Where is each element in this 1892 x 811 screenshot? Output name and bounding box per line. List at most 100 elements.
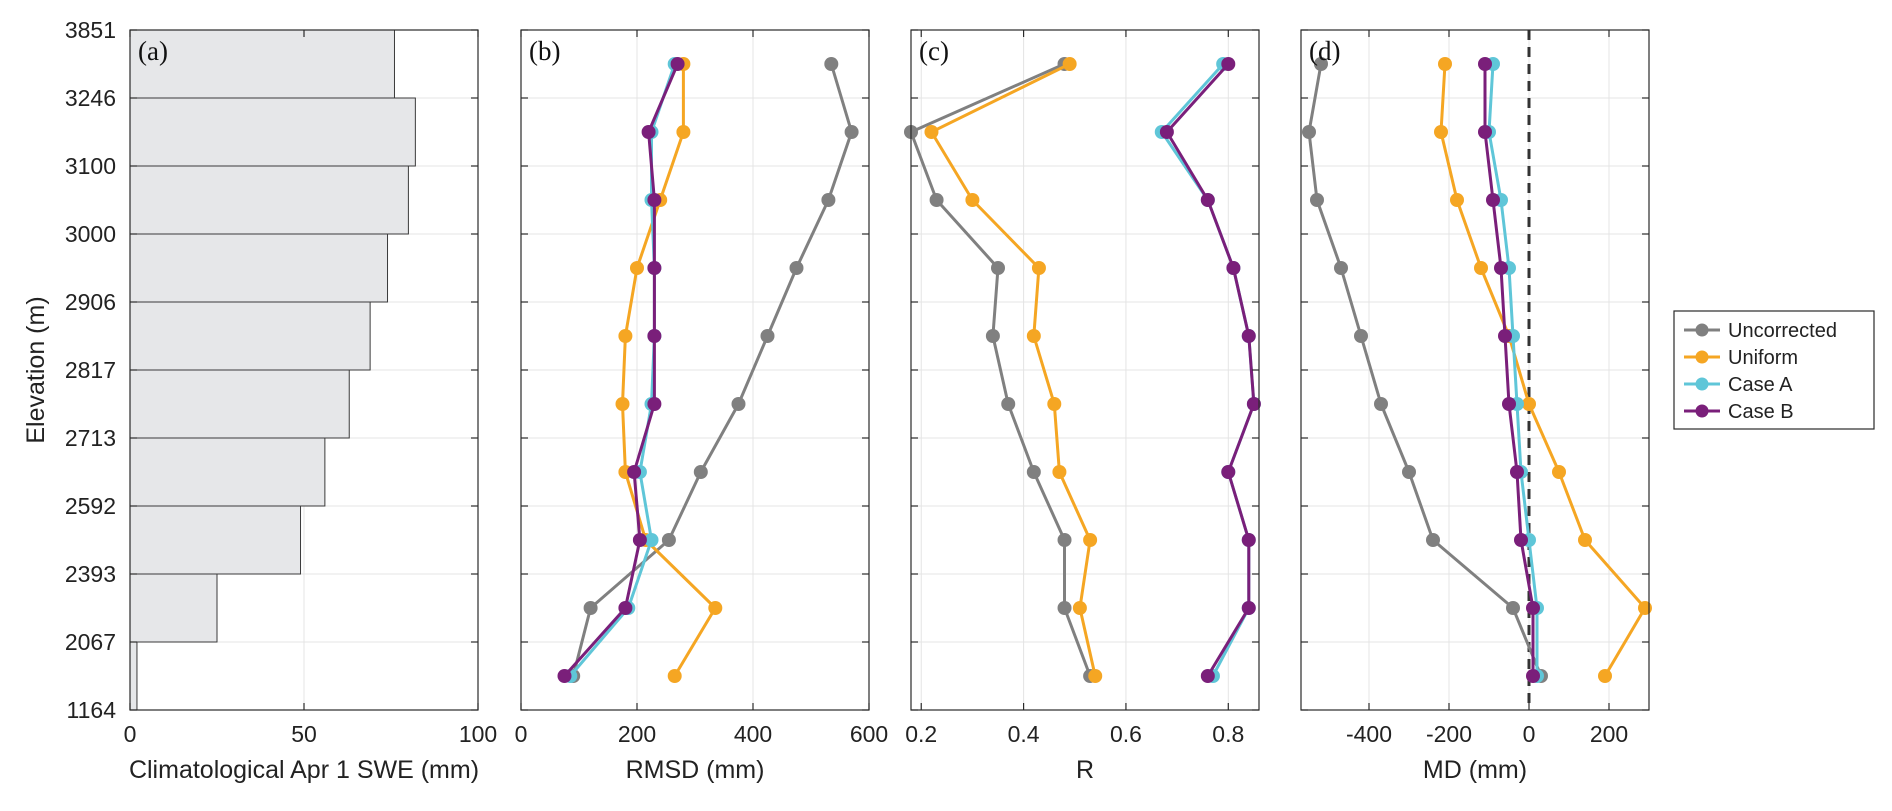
data-point — [641, 125, 656, 139]
data-point — [1052, 465, 1067, 479]
data-point — [1241, 601, 1256, 615]
bar — [129, 573, 218, 643]
data-point — [1088, 669, 1103, 683]
series-line-uncorrected — [571, 63, 854, 677]
y-tick-label: 2067 — [65, 629, 116, 655]
bar — [129, 641, 138, 711]
data-point — [1526, 669, 1540, 683]
data-point — [1506, 601, 1520, 615]
data-point — [1486, 193, 1500, 207]
legend-marker — [1695, 323, 1709, 337]
data-point — [676, 125, 691, 139]
series-line-uniform — [1439, 63, 1647, 677]
x-tick-label: -400 — [1346, 721, 1392, 747]
data-point — [965, 193, 980, 207]
panel-b: 0 200 400 600 RMSD (mm) (b) — [515, 29, 888, 784]
panel-label: (a) — [138, 36, 168, 66]
x-tick-label: 0 — [515, 721, 528, 747]
panel-c: 0.2 0.4 0.6 0.8 R (c) — [904, 29, 1261, 784]
y-tick-label: 3100 — [65, 153, 116, 179]
bar — [129, 369, 350, 439]
data-point — [1578, 533, 1592, 547]
data-point — [1159, 125, 1174, 139]
data-point — [1200, 669, 1215, 683]
data-point — [844, 125, 859, 139]
data-point — [647, 397, 662, 411]
data-point — [991, 261, 1005, 275]
data-point — [1374, 397, 1388, 411]
data-point — [1354, 329, 1368, 343]
panel-d: -400 -200 0 200 MD (mm) (d) — [1300, 29, 1652, 784]
data-point — [1402, 465, 1416, 479]
data-point — [929, 193, 944, 207]
x-tick-label: 0.4 — [1008, 721, 1040, 747]
data-point — [1598, 669, 1612, 683]
bar — [129, 165, 409, 235]
series-line-case-b — [563, 63, 679, 678]
data-point — [789, 261, 804, 275]
data-point — [1057, 601, 1072, 615]
data-point — [1246, 397, 1261, 411]
x-tick-label: 0.6 — [1110, 721, 1142, 747]
data-point — [821, 193, 836, 207]
bar — [129, 505, 302, 575]
data-point — [647, 261, 662, 275]
data-point — [985, 329, 1000, 343]
panel-label: (d) — [1309, 36, 1340, 66]
legend-label: Uncorrected — [1728, 320, 1837, 342]
bar — [129, 437, 326, 507]
data-point — [1241, 329, 1256, 343]
data-point — [618, 329, 633, 343]
panel-label: (c) — [919, 36, 949, 66]
y-tick-label: 3851 — [65, 17, 116, 43]
y-tick-label: 2817 — [65, 357, 116, 383]
y-tick-label: 2713 — [65, 425, 116, 451]
data-point — [708, 601, 723, 615]
legend-label: Case A — [1728, 374, 1793, 396]
series-line-uncorrected — [1307, 63, 1543, 677]
data-point — [1226, 261, 1241, 275]
data-point — [1310, 193, 1324, 207]
data-point — [1498, 329, 1512, 343]
data-point — [760, 329, 775, 343]
series-line-case-b — [1165, 62, 1256, 677]
legend-label: Uniform — [1728, 347, 1798, 369]
panel-label: (b) — [529, 36, 560, 66]
data-point — [632, 533, 647, 547]
data-point — [1426, 533, 1440, 547]
data-point — [924, 125, 939, 139]
data-point — [1478, 57, 1492, 71]
data-point — [1200, 193, 1215, 207]
x-axis-label: RMSD (mm) — [626, 756, 765, 784]
bar — [129, 97, 416, 167]
x-tick-label: 200 — [1590, 721, 1628, 747]
series-line-case-a — [1487, 63, 1539, 676]
x-tick-label: 0 — [124, 721, 137, 747]
data-point — [630, 261, 644, 275]
data-point — [661, 533, 676, 547]
data-point — [670, 57, 685, 71]
data-point — [1072, 601, 1087, 615]
y-tick-label: 3246 — [65, 85, 116, 111]
x-tick-label: -200 — [1426, 721, 1472, 747]
data-point — [1526, 601, 1540, 615]
x-tick-label: 0.2 — [905, 721, 937, 747]
data-point — [1031, 261, 1046, 275]
x-tick-label: 0 — [1523, 721, 1536, 747]
legend-marker — [1695, 377, 1709, 391]
data-point — [647, 329, 662, 343]
bar — [129, 233, 389, 303]
x-axis-label: MD (mm) — [1423, 756, 1527, 784]
y-tick-label: 1164 — [67, 697, 117, 723]
legend-marker — [1695, 350, 1709, 364]
x-axis-label: Climatological Apr 1 SWE (mm) — [129, 756, 479, 784]
data-point — [1241, 533, 1256, 547]
y-tick-label: 3000 — [65, 221, 116, 247]
x-axis-label: R — [1076, 756, 1094, 784]
data-point — [583, 601, 598, 615]
data-point — [1314, 57, 1328, 71]
data-point — [1302, 125, 1316, 139]
x-tick-label: 600 — [850, 721, 888, 747]
data-point — [627, 465, 642, 479]
